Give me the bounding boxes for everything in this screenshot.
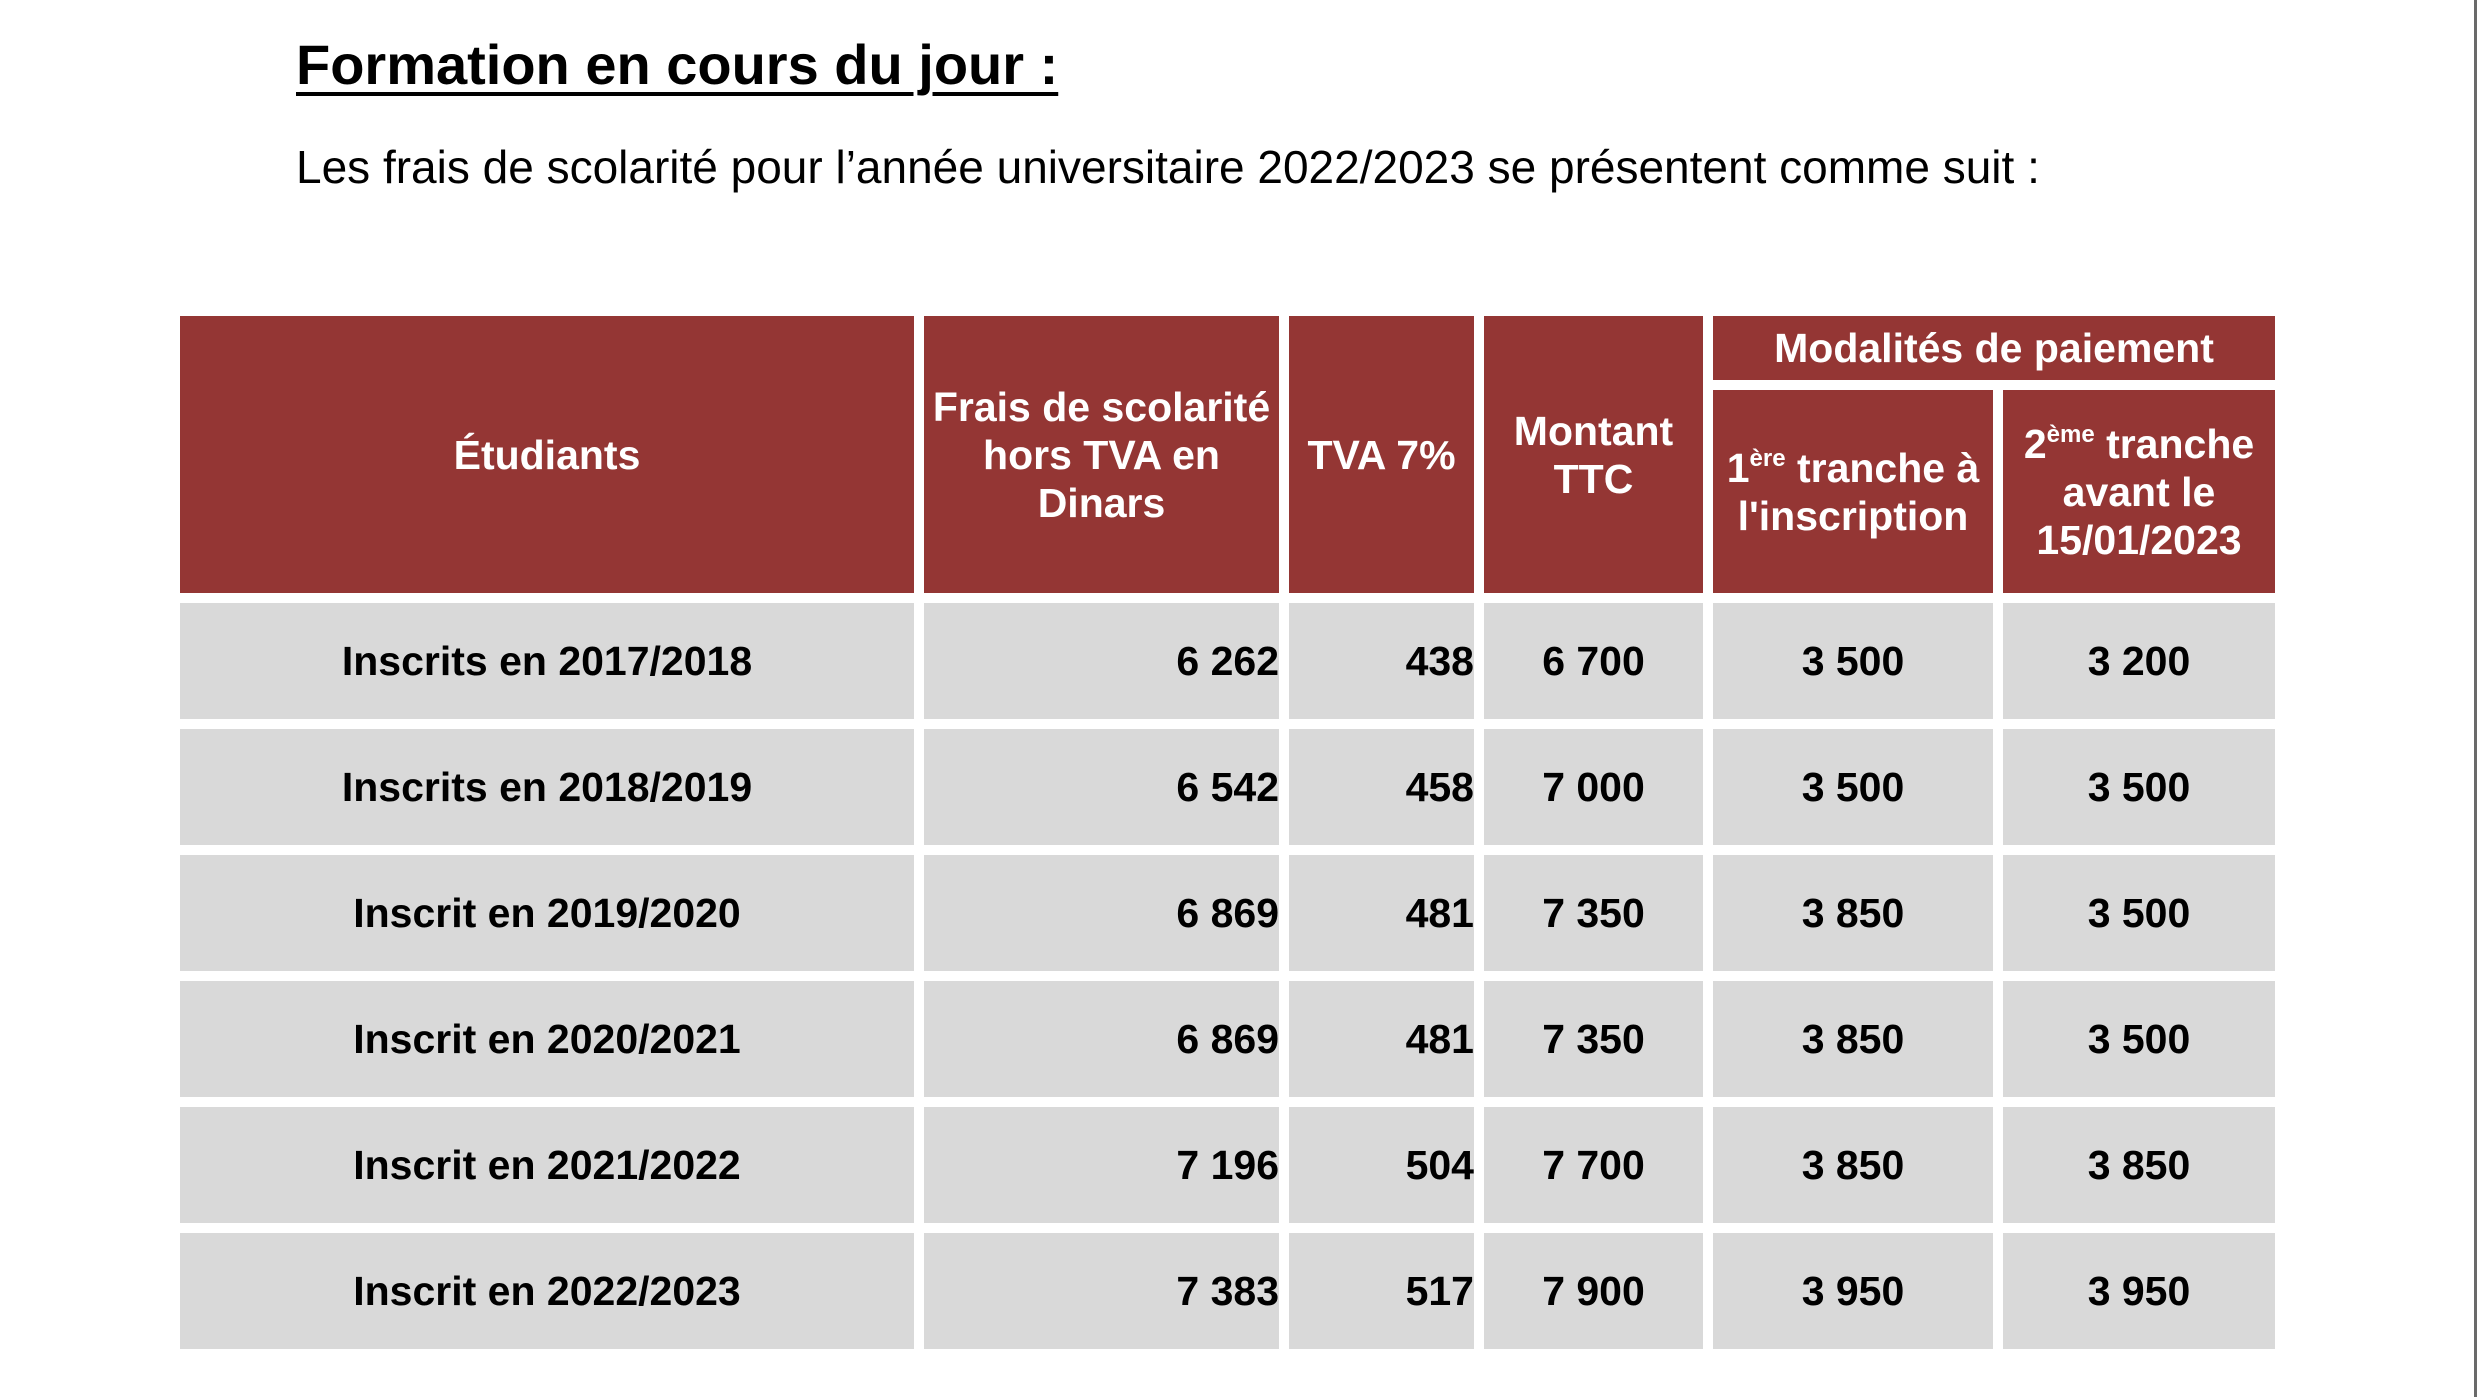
page-heading: Formation en cours du jour : bbox=[296, 33, 1059, 96]
cell-fees: 6 869 bbox=[924, 855, 1279, 971]
first-installment-number: 1 bbox=[1726, 444, 1750, 491]
cell-students: Inscrits en 2017/2018 bbox=[180, 603, 914, 719]
header-first-installment: 1ère tranche à l'inscription bbox=[1713, 390, 1993, 593]
table-row: Inscrits en 2018/2019 6 542 458 7 000 3 … bbox=[180, 729, 2275, 845]
cell-second-installment: 3 500 bbox=[2003, 981, 2275, 1097]
header-fees: Frais de scolarité hors TVA en Dinars bbox=[924, 316, 1279, 593]
cell-second-installment: 3 500 bbox=[2003, 729, 2275, 845]
cell-students: Inscrit en 2020/2021 bbox=[180, 981, 914, 1097]
cell-total: 7 000 bbox=[1484, 729, 1703, 845]
cell-total: 7 350 bbox=[1484, 981, 1703, 1097]
header-second-installment: 2ème tranche avant le 15/01/2023 bbox=[2003, 390, 2275, 593]
cell-fees: 6 262 bbox=[924, 603, 1279, 719]
table-row: Inscrit en 2022/2023 7 383 517 7 900 3 9… bbox=[180, 1233, 2275, 1349]
second-installment-number: 2 bbox=[2023, 420, 2047, 467]
cell-tva: 481 bbox=[1289, 981, 1474, 1097]
cell-students: Inscrit en 2019/2020 bbox=[180, 855, 914, 971]
cell-first-installment: 3 500 bbox=[1713, 729, 1993, 845]
cell-first-installment: 3 500 bbox=[1713, 603, 1993, 719]
cell-total: 7 700 bbox=[1484, 1107, 1703, 1223]
second-installment-superscript: ème bbox=[2046, 420, 2095, 448]
cell-first-installment: 3 850 bbox=[1713, 855, 1993, 971]
table-subheader-row: 1ère tranche à l'inscription 2ème tranch… bbox=[180, 390, 2275, 593]
cell-fees: 7 383 bbox=[924, 1233, 1279, 1349]
table-row: Inscrit en 2021/2022 7 196 504 7 700 3 8… bbox=[180, 1107, 2275, 1223]
header-students: Étudiants bbox=[180, 316, 914, 593]
header-tva: TVA 7% bbox=[1289, 316, 1474, 593]
cell-first-installment: 3 850 bbox=[1713, 1107, 1993, 1223]
cell-students: Inscrit en 2022/2023 bbox=[180, 1233, 914, 1349]
cell-tva: 458 bbox=[1289, 729, 1474, 845]
first-installment-superscript: ère bbox=[1749, 444, 1786, 472]
cell-first-installment: 3 850 bbox=[1713, 981, 1993, 1097]
cell-total: 7 900 bbox=[1484, 1233, 1703, 1349]
table-header-row: Étudiants Frais de scolarité hors TVA en… bbox=[180, 316, 2275, 593]
cell-tva: 438 bbox=[1289, 603, 1474, 719]
cell-first-installment: 3 950 bbox=[1713, 1233, 1993, 1349]
cell-fees: 7 196 bbox=[924, 1107, 1279, 1223]
cell-tva: 481 bbox=[1289, 855, 1474, 971]
cell-second-installment: 3 850 bbox=[2003, 1107, 2275, 1223]
cell-students: Inscrit en 2021/2022 bbox=[180, 1107, 914, 1223]
intro-paragraph: Les frais de scolarité pour l’année univ… bbox=[296, 141, 2040, 193]
tuition-fees-table: Étudiants Frais de scolarité hors TVA en… bbox=[170, 306, 2285, 1359]
table-row: Inscrit en 2019/2020 6 869 481 7 350 3 8… bbox=[180, 855, 2275, 971]
table-row: Inscrit en 2020/2021 6 869 481 7 350 3 8… bbox=[180, 981, 2275, 1097]
header-payment-group: Modalités de paiement bbox=[1713, 316, 2275, 380]
cell-second-installment: 3 500 bbox=[2003, 855, 2275, 971]
table-row: Inscrits en 2017/2018 6 262 438 6 700 3 … bbox=[180, 603, 2275, 719]
cell-tva: 504 bbox=[1289, 1107, 1474, 1223]
cell-total: 6 700 bbox=[1484, 603, 1703, 719]
cell-tva: 517 bbox=[1289, 1233, 1474, 1349]
cell-fees: 6 542 bbox=[924, 729, 1279, 845]
second-installment-label: tranche avant le 15/01/2023 bbox=[2036, 420, 2255, 563]
header-total: Montant TTC bbox=[1484, 316, 1703, 593]
cell-second-installment: 3 200 bbox=[2003, 603, 2275, 719]
cell-fees: 6 869 bbox=[924, 981, 1279, 1097]
cell-total: 7 350 bbox=[1484, 855, 1703, 971]
first-installment-label: tranche à l'inscription bbox=[1737, 444, 1980, 539]
page-edge-rule bbox=[2474, 0, 2477, 1397]
cell-students: Inscrits en 2018/2019 bbox=[180, 729, 914, 845]
cell-second-installment: 3 950 bbox=[2003, 1233, 2275, 1349]
